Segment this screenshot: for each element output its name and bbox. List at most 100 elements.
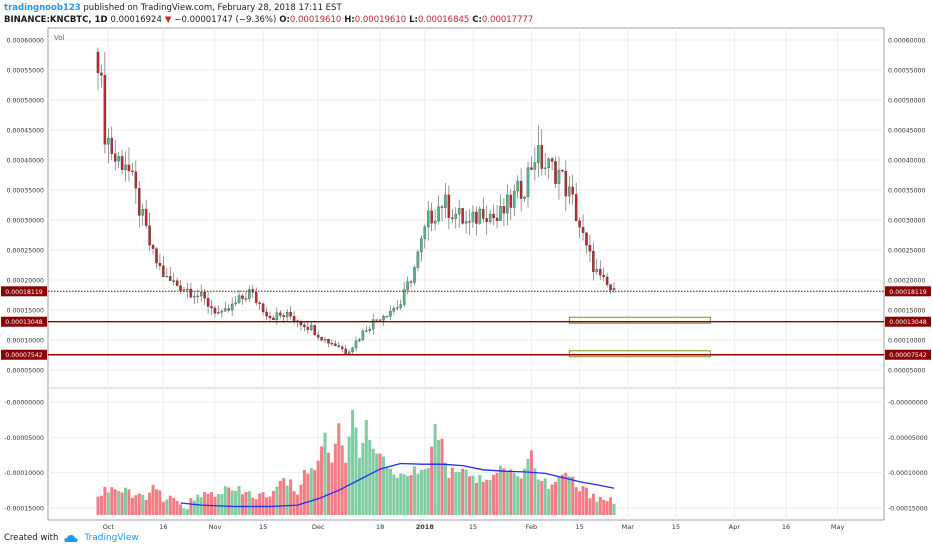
volume-bar	[316, 460, 320, 515]
volume-tick-right: -0.00015000	[888, 505, 928, 512]
price-tick-left: 0.00020000	[7, 278, 44, 285]
volume-bar	[533, 468, 537, 515]
volume-bar	[488, 480, 492, 515]
candle-body	[471, 211, 475, 222]
volume-bar	[540, 480, 544, 515]
volume-bar	[385, 467, 389, 515]
volume-bar	[578, 491, 582, 515]
price-tick-left: 0.00035000	[7, 188, 44, 195]
volume-bar	[364, 420, 368, 515]
candle-body	[358, 339, 361, 341]
volume-bar	[313, 470, 317, 515]
volume-bar	[512, 473, 516, 515]
volume-bar	[361, 442, 365, 515]
candle-body	[447, 194, 451, 218]
volume-bar	[244, 492, 248, 515]
candle-body	[337, 345, 341, 348]
volume-bar	[127, 489, 131, 515]
candle-body	[268, 315, 272, 319]
candle-body	[316, 334, 320, 338]
candle-body	[550, 158, 554, 162]
volume-bar	[588, 498, 592, 515]
candle-body	[585, 232, 588, 246]
volume-bar	[388, 468, 392, 515]
candle-body	[464, 221, 468, 224]
candle-body	[499, 206, 502, 221]
candle-body	[461, 208, 464, 224]
candle-body	[420, 238, 423, 253]
candle-body	[406, 281, 409, 290]
level-label-left: 0.00013048	[5, 319, 42, 326]
target-zone-box	[568, 350, 711, 358]
candle-body	[492, 213, 495, 219]
open-label: O:	[279, 15, 290, 25]
volume-bar	[351, 410, 355, 515]
candle-body	[571, 186, 574, 195]
price-tick-left: 0.00050000	[7, 98, 44, 105]
time-tick: Apr	[729, 523, 741, 531]
volume-bar	[395, 477, 399, 515]
candle-body	[189, 288, 193, 298]
volume-bar	[172, 497, 176, 515]
volume-tick-right: -0.00005000	[888, 435, 928, 442]
volume-bar	[502, 468, 506, 515]
volume-bar	[464, 469, 468, 515]
candle-body	[578, 220, 581, 228]
candle-body	[378, 319, 382, 321]
candle-body	[186, 288, 189, 291]
candle-body	[598, 268, 602, 276]
candle-body	[217, 312, 220, 314]
candle-body	[561, 169, 564, 172]
volume-bar	[523, 468, 527, 515]
volume-bar	[161, 501, 165, 515]
candle-body	[568, 186, 571, 197]
level-label-right: 0.00013048	[889, 319, 926, 326]
price-tick-right: 0.00045000	[888, 128, 925, 135]
price-tick-right: 0.00025000	[888, 248, 925, 255]
volume-bar	[547, 488, 551, 515]
volume-bar	[113, 489, 117, 515]
candle-body	[354, 340, 358, 349]
price-tick-left: 0.00010000	[7, 338, 44, 345]
candle-body	[210, 306, 213, 309]
volume-bar	[154, 489, 158, 515]
candle-body	[396, 307, 399, 309]
volume-bar	[285, 485, 289, 515]
volume-bar	[333, 443, 337, 515]
candle-body	[313, 325, 316, 336]
candle-body	[340, 346, 344, 350]
volume-bar	[110, 487, 114, 515]
candle-body	[144, 209, 148, 226]
vol-label: Vol	[54, 34, 65, 42]
candle-body	[334, 343, 337, 346]
tradingview-brand[interactable]: TradingView	[84, 533, 139, 543]
candle-body	[165, 276, 169, 278]
candle-body	[248, 289, 251, 299]
volume-bar	[137, 493, 141, 515]
candle-body	[196, 295, 200, 297]
volume-bar	[120, 492, 124, 515]
volume-bar	[210, 492, 214, 515]
price-tick-right: 0.00050000	[888, 98, 925, 105]
publication-line: tradingnoob123 published on TradingView.…	[4, 3, 342, 13]
price-tick-left: 0.00040000	[7, 158, 44, 165]
candle-body	[416, 251, 420, 268]
candle-body	[199, 291, 203, 297]
author-name[interactable]: tradingnoob123	[4, 3, 81, 13]
volume-bar	[478, 474, 482, 515]
volume-bar	[323, 432, 327, 515]
price-tick-left: 0.00045000	[7, 128, 44, 135]
time-tick: Feb	[526, 523, 538, 531]
time-tick: 16	[782, 523, 790, 531]
volume-bar	[598, 496, 602, 515]
volume-bar	[237, 486, 241, 515]
candle-body	[179, 285, 182, 292]
candle-body	[330, 343, 334, 345]
volume-tick-right: -0.00000000	[888, 400, 928, 407]
candle-body	[289, 312, 292, 317]
volume-bar	[560, 474, 564, 515]
volume-bar	[454, 471, 458, 515]
candle-body	[131, 170, 134, 172]
candle-body	[323, 339, 327, 341]
